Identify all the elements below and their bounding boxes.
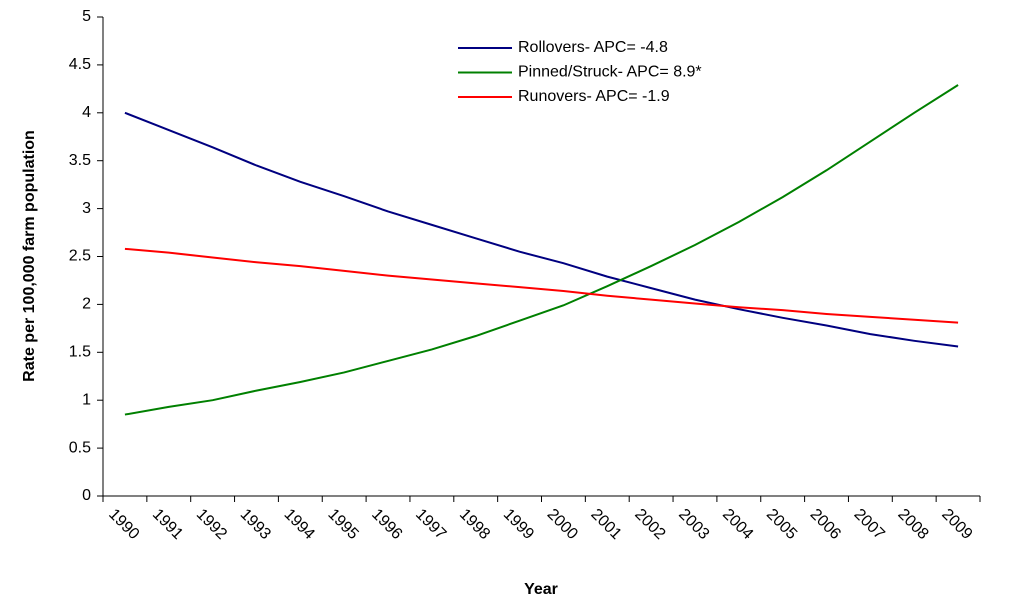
series-line <box>124 84 959 416</box>
series-line <box>124 111 959 348</box>
y-tick-label: 4 <box>82 104 91 121</box>
y-axis-label: Rate per 100,000 farm population <box>21 130 38 382</box>
x-tick-label: 2004 <box>719 506 756 543</box>
x-tick-label: 1997 <box>412 506 449 543</box>
x-tick-label: 1995 <box>324 506 361 543</box>
x-tick-label: 2005 <box>763 506 800 543</box>
x-tick-label: 1999 <box>500 506 537 543</box>
y-tick-label: 0 <box>82 487 91 504</box>
legend-label: Pinned/Struck- APC= 8.9* <box>518 64 702 81</box>
x-tick-label: 1991 <box>149 506 186 543</box>
x-tick-label: 2006 <box>807 506 844 543</box>
y-tick-label: 0.5 <box>69 439 91 456</box>
x-axis-label: Year <box>524 581 558 598</box>
x-tick-label: 1994 <box>281 506 318 543</box>
x-tick-label: 1998 <box>456 506 493 543</box>
y-tick-label: 3.5 <box>69 152 91 169</box>
y-tick-label: 3 <box>82 200 91 217</box>
y-tick-label: 1 <box>82 391 91 408</box>
x-tick-label: 2009 <box>938 506 975 543</box>
y-tick-label: 1.5 <box>69 344 91 361</box>
x-tick-label: 1993 <box>237 506 274 543</box>
legend-label: Runovers- APC= -1.9 <box>518 88 670 105</box>
x-tick-label: 1992 <box>193 506 230 543</box>
y-tick-label: 2 <box>82 296 91 313</box>
x-tick-label: 1996 <box>368 506 405 543</box>
x-tick-label: 2003 <box>675 506 712 543</box>
y-tick-label: 2.5 <box>69 248 91 265</box>
x-tick-label: 1990 <box>105 506 142 543</box>
x-tick-label: 2007 <box>851 506 888 543</box>
series-line <box>124 247 959 324</box>
y-tick-label: 5 <box>82 8 91 25</box>
x-tick-label: 2008 <box>894 506 931 543</box>
x-tick-label: 2001 <box>587 506 624 543</box>
y-tick-label: 4.5 <box>69 56 91 73</box>
x-tick-label: 2002 <box>631 506 668 543</box>
legend-label: Rollovers- APC= -4.8 <box>518 39 668 56</box>
x-tick-label: 2000 <box>544 506 581 543</box>
